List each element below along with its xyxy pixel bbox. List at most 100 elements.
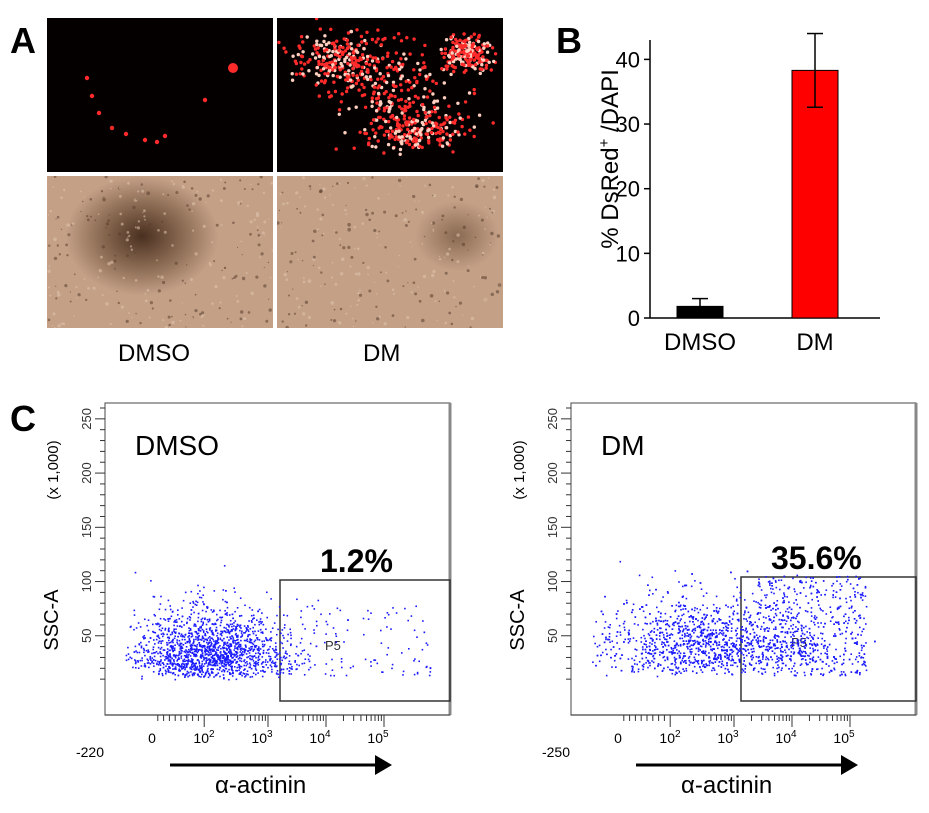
fluorescent-cell xyxy=(439,123,443,127)
brightfield-speckle xyxy=(293,312,297,315)
flow-event xyxy=(708,660,710,663)
brightfield-speckle xyxy=(418,200,420,202)
flow-event xyxy=(189,650,191,652)
flow-event xyxy=(683,635,686,638)
flow-event xyxy=(773,674,776,677)
brightfield-speckle xyxy=(249,232,252,236)
brightfield-speckle xyxy=(171,244,174,247)
fluorescent-cell xyxy=(345,74,349,78)
flow-event xyxy=(200,667,203,670)
fluorescent-cell xyxy=(360,82,364,87)
brightfield-speckle xyxy=(354,187,356,190)
flow-event xyxy=(190,643,193,646)
brightfield-speckle xyxy=(52,312,56,316)
flow-event xyxy=(810,620,813,622)
brightfield-speckle xyxy=(483,185,486,188)
flow-event xyxy=(735,598,738,601)
fluorescent-cell xyxy=(319,79,324,83)
flow-event xyxy=(709,637,711,639)
flow-event xyxy=(326,623,329,626)
flow-event xyxy=(717,647,719,650)
flow-event xyxy=(258,621,260,623)
flow-event xyxy=(675,671,677,674)
fluorescent-cell xyxy=(338,75,342,79)
brightfield-speckle xyxy=(236,300,240,303)
flow-event xyxy=(751,645,754,647)
brightfield-speckle xyxy=(241,325,244,328)
fluorescent-cell xyxy=(290,78,295,82)
fluorescent-cell xyxy=(373,81,378,86)
flow-event xyxy=(248,652,251,654)
brightfield-speckle xyxy=(371,211,374,215)
flow-event xyxy=(702,640,705,643)
brightfield-speckle xyxy=(491,211,494,214)
flow-event xyxy=(736,627,739,630)
flow-event xyxy=(177,614,179,616)
flow-event xyxy=(159,669,162,672)
fluorescent-cell xyxy=(375,118,379,122)
brightfield-speckle xyxy=(467,214,469,216)
flow-event xyxy=(698,636,700,639)
flow-event xyxy=(687,640,690,642)
fluorescent-cell xyxy=(471,65,475,69)
fluorescent-cell xyxy=(300,67,304,71)
fluorescent-cell xyxy=(364,75,368,79)
flow-event xyxy=(165,672,167,675)
fluorescent-cell xyxy=(322,55,326,59)
flow-event xyxy=(203,603,205,606)
brightfield-speckle xyxy=(397,266,399,268)
x-tick-label: 104 xyxy=(309,729,331,746)
flow-event xyxy=(853,642,856,644)
flow-event xyxy=(203,650,206,652)
fluorescent-cell xyxy=(343,59,347,64)
brightfield-speckle xyxy=(222,187,226,190)
fluorescent-cell xyxy=(355,74,359,78)
brightfield-speckle xyxy=(371,176,374,179)
flow-event xyxy=(780,650,782,653)
fluorescent-cell xyxy=(357,64,361,68)
flow-event xyxy=(260,663,263,665)
brightfield-speckle xyxy=(184,313,187,316)
flow-event xyxy=(245,630,247,633)
flow-event xyxy=(418,660,420,663)
fluorescent-cell xyxy=(404,122,408,126)
flow-event xyxy=(193,623,196,625)
flow-event xyxy=(201,617,204,620)
flow-event xyxy=(195,636,197,638)
brightfield-speckle xyxy=(347,222,351,227)
brightfield-speckle xyxy=(331,204,334,207)
flow-event xyxy=(704,617,706,619)
brightfield-speckle xyxy=(186,204,189,207)
flow-event xyxy=(174,621,177,623)
flow-event xyxy=(777,656,780,659)
flow-event xyxy=(844,642,847,644)
flow-event xyxy=(235,632,237,635)
brightfield-speckle xyxy=(324,283,326,285)
flow-event xyxy=(726,644,728,647)
flow-event xyxy=(760,589,763,591)
flow-event xyxy=(324,641,326,644)
fluorescent-cell xyxy=(401,124,405,128)
flow-event xyxy=(618,648,621,650)
brightfield-speckle xyxy=(305,324,308,327)
flow-event xyxy=(246,670,249,672)
flow-event xyxy=(277,653,279,656)
flow-event xyxy=(624,638,626,641)
flow-event xyxy=(813,643,816,646)
flow-event xyxy=(422,620,424,622)
flow-event xyxy=(227,645,229,647)
brightfield-speckle xyxy=(307,279,312,283)
brightfield-speckle xyxy=(470,316,475,321)
flow-event xyxy=(605,638,607,641)
brightfield-speckle xyxy=(421,242,424,245)
y-tick-label: 100 xyxy=(545,571,560,593)
flow-event xyxy=(786,644,788,647)
flow-event xyxy=(757,612,760,614)
flow-event xyxy=(151,661,153,664)
flow-event xyxy=(251,655,253,657)
fluorescent-cell xyxy=(365,57,370,62)
flow-event xyxy=(701,671,704,673)
fluorescent-cell xyxy=(427,110,431,114)
flow-event xyxy=(211,664,213,667)
